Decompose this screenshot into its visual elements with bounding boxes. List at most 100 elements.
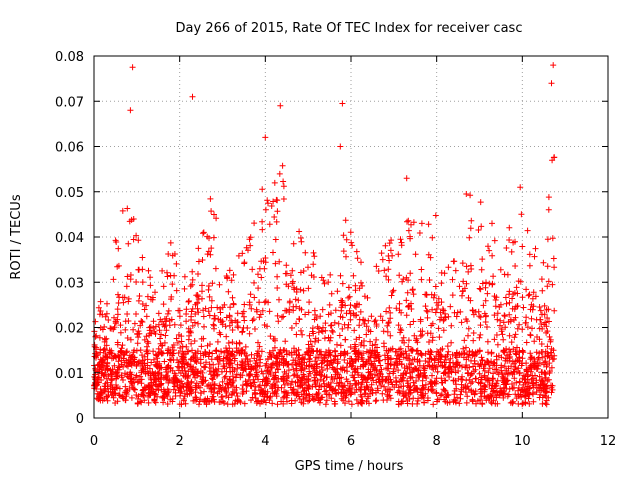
data-point (143, 313, 150, 320)
data-point (403, 312, 410, 319)
data-point (533, 382, 540, 388)
data-point (352, 287, 359, 294)
data-point (169, 281, 176, 288)
data-point (382, 377, 389, 384)
data-point (227, 379, 234, 386)
data-point (545, 376, 552, 383)
data-point (326, 301, 333, 308)
data-point (429, 306, 436, 313)
data-point (130, 354, 137, 361)
data-point (262, 206, 269, 213)
data-point (178, 363, 185, 370)
data-point (469, 397, 476, 404)
data-point (421, 369, 427, 376)
data-point (369, 342, 376, 349)
data-point (379, 317, 386, 324)
data-point (430, 294, 437, 301)
data-point (400, 354, 407, 361)
data-point (373, 397, 380, 404)
data-point (272, 236, 279, 243)
data-point (210, 396, 217, 403)
data-point (386, 240, 393, 247)
data-point (373, 367, 380, 374)
data-point (482, 384, 489, 390)
data-point (336, 332, 343, 339)
data-point (421, 372, 428, 379)
data-point (410, 318, 417, 325)
data-point (449, 351, 456, 358)
data-point (338, 307, 345, 314)
data-point (327, 322, 334, 329)
data-point (104, 365, 111, 372)
data-point (546, 318, 552, 325)
data-point (128, 371, 135, 378)
data-point (316, 351, 323, 358)
data-point (421, 399, 428, 406)
data-point (438, 375, 445, 382)
data-point (225, 349, 232, 356)
data-point (234, 365, 241, 372)
data-point (232, 397, 239, 404)
data-point (491, 336, 498, 343)
data-point (490, 273, 497, 280)
data-point (174, 339, 181, 346)
data-point (298, 391, 305, 398)
data-point (385, 319, 392, 326)
data-point (165, 307, 172, 314)
data-point (275, 318, 282, 325)
data-point (249, 317, 256, 324)
data-point (366, 400, 372, 407)
data-point (314, 392, 321, 398)
data-point (164, 310, 171, 317)
data-point (135, 328, 142, 335)
data-point (376, 357, 383, 364)
data-point (355, 351, 362, 358)
data-point (101, 345, 108, 352)
data-point (116, 294, 123, 301)
data-point (530, 289, 537, 296)
data-point (378, 382, 385, 389)
data-point (217, 309, 224, 316)
data-point (177, 392, 184, 399)
data-point (106, 349, 113, 356)
data-point (141, 397, 148, 404)
data-point (158, 386, 165, 393)
data-point (437, 347, 444, 353)
data-point (387, 247, 394, 254)
data-point (219, 378, 226, 385)
data-point (96, 390, 103, 397)
data-point (478, 393, 485, 400)
data-point (97, 356, 104, 363)
data-point (285, 367, 292, 374)
data-point (208, 297, 215, 304)
data-point (414, 347, 421, 354)
data-point (215, 361, 222, 367)
data-point (220, 358, 227, 364)
data-point (489, 252, 496, 259)
data-point (393, 379, 400, 386)
data-point (382, 242, 389, 249)
data-point (271, 375, 277, 382)
data-point (219, 398, 226, 405)
data-point (521, 392, 528, 399)
data-point (471, 352, 478, 359)
data-point (129, 64, 136, 71)
data-point (491, 312, 498, 319)
data-point (372, 354, 379, 361)
data-point (547, 336, 554, 343)
data-point (526, 385, 533, 392)
data-point (519, 243, 526, 250)
data-point (307, 338, 314, 345)
data-point (280, 357, 287, 364)
data-point (219, 304, 226, 311)
data-point (508, 363, 515, 370)
data-point (166, 377, 173, 384)
data-point (478, 374, 485, 381)
data-point (355, 371, 362, 378)
data-point (116, 363, 123, 370)
data-point (465, 354, 472, 361)
data-point (97, 349, 104, 356)
data-point (379, 390, 386, 397)
data-point (389, 288, 396, 295)
data-point (290, 284, 297, 291)
